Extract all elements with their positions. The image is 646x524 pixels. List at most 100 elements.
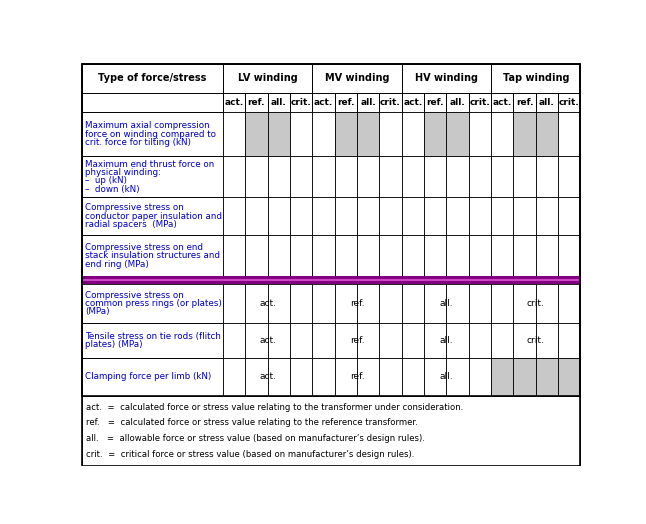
Bar [446, 358, 469, 396]
Bar [335, 93, 357, 112]
Bar [491, 235, 514, 276]
Text: all.: all. [439, 372, 453, 381]
Bar [446, 112, 469, 156]
Bar [223, 235, 245, 276]
Bar [81, 93, 223, 112]
Bar [402, 284, 424, 323]
Bar [335, 323, 357, 358]
Bar [558, 284, 581, 323]
Text: ref.   =  calculated force or stress value relating to the reference transformer: ref. = calculated force or stress value … [85, 419, 417, 428]
Text: MV winding: MV winding [325, 73, 389, 83]
Bar [312, 358, 335, 396]
Bar [290, 197, 312, 235]
Bar [379, 235, 402, 276]
Bar [491, 112, 514, 156]
Bar [558, 323, 581, 358]
Bar [536, 284, 558, 323]
Text: crit.: crit. [527, 299, 545, 308]
Bar [245, 156, 267, 197]
Text: LV winding: LV winding [238, 73, 297, 83]
Text: ref.: ref. [349, 372, 364, 381]
Text: crit.: crit. [380, 98, 401, 107]
Text: Maximum end thrust force on: Maximum end thrust force on [85, 159, 214, 169]
Bar [491, 156, 514, 197]
Bar [81, 276, 581, 284]
Bar [491, 64, 581, 93]
Bar [558, 235, 581, 276]
Bar [514, 358, 536, 396]
Text: physical winding:: physical winding: [85, 168, 161, 177]
Bar [379, 284, 402, 323]
Bar [379, 358, 402, 396]
Bar [81, 279, 581, 281]
Bar [424, 323, 446, 358]
Bar [446, 235, 469, 276]
Bar [514, 284, 536, 323]
Bar [514, 235, 536, 276]
Text: ref.: ref. [349, 299, 364, 308]
Bar [469, 235, 491, 276]
Bar [312, 93, 335, 112]
Bar [290, 235, 312, 276]
Bar [402, 323, 424, 358]
Bar [536, 93, 558, 112]
Text: all.: all. [439, 299, 453, 308]
Text: crit.  =  critical force or stress value (based on manufacturer’s design rules).: crit. = critical force or stress value (… [85, 450, 414, 458]
Bar [424, 93, 446, 112]
Bar [491, 358, 514, 396]
Bar [379, 93, 402, 112]
Bar [245, 323, 267, 358]
Text: all.: all. [450, 98, 465, 107]
Bar [290, 284, 312, 323]
Bar [514, 323, 536, 358]
Bar [81, 64, 223, 93]
Bar [469, 284, 491, 323]
Bar [402, 235, 424, 276]
Text: crit.: crit. [470, 98, 490, 107]
Text: act.  =  calculated force or stress value relating to the transformer under cons: act. = calculated force or stress value … [85, 403, 463, 412]
Bar [514, 112, 536, 156]
Bar [446, 284, 469, 323]
Text: crit. force for tilting (kN): crit. force for tilting (kN) [85, 138, 191, 147]
Bar [335, 284, 357, 323]
Text: HV winding: HV winding [415, 73, 478, 83]
Text: act.: act. [224, 98, 244, 107]
Bar [81, 396, 581, 466]
Text: Tensile stress on tie rods (flitch: Tensile stress on tie rods (flitch [85, 332, 221, 341]
Bar [379, 156, 402, 197]
Bar [491, 284, 514, 323]
Bar [446, 156, 469, 197]
Bar [223, 358, 245, 396]
Text: –  down (kN): – down (kN) [85, 185, 140, 194]
Text: all.: all. [439, 336, 453, 345]
Bar [357, 112, 379, 156]
Bar [514, 156, 536, 197]
Bar [81, 64, 581, 396]
Text: force on winding compared to: force on winding compared to [85, 129, 216, 138]
Bar [491, 93, 514, 112]
Bar [402, 112, 424, 156]
Bar [357, 358, 379, 396]
Bar [357, 235, 379, 276]
Bar [469, 112, 491, 156]
Bar [536, 197, 558, 235]
Text: all.   =  allowable force or stress value (based on manufacturer’s design rules): all. = allowable force or stress value (… [85, 434, 424, 443]
Text: all.: all. [271, 98, 287, 107]
Bar [335, 358, 357, 396]
Bar [312, 197, 335, 235]
Bar [223, 284, 245, 323]
Bar [81, 323, 223, 358]
Bar [267, 284, 290, 323]
Bar [402, 197, 424, 235]
Text: Tap winding: Tap winding [503, 73, 569, 83]
Bar [379, 197, 402, 235]
Bar [357, 323, 379, 358]
Bar [245, 112, 267, 156]
Bar [469, 323, 491, 358]
Bar [469, 197, 491, 235]
Bar [357, 284, 379, 323]
Bar [267, 197, 290, 235]
Text: ref.: ref. [426, 98, 444, 107]
Text: plates) (MPa): plates) (MPa) [85, 340, 142, 349]
Bar [223, 323, 245, 358]
